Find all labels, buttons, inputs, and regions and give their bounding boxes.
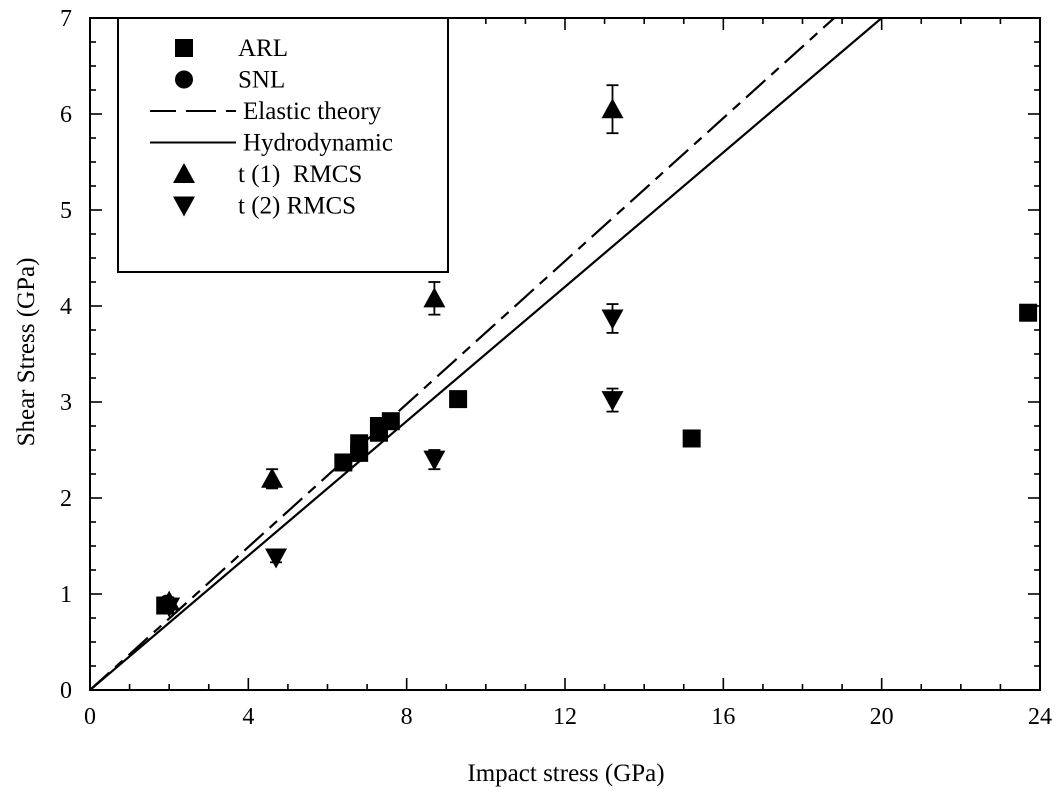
- y-tick-label: 7: [60, 6, 72, 32]
- y-axis-title: Shear Stress (GPa): [13, 258, 40, 447]
- x-tick-label: 4: [242, 704, 254, 730]
- legend-label-t-1-rmcs: t (1) RMCS: [238, 161, 362, 188]
- legend-item-t-1-rmcs: t (1) RMCS: [173, 161, 362, 188]
- y-tick-label: 3: [60, 390, 72, 416]
- x-tick-label: 16: [711, 704, 735, 730]
- legend-item-t-2-rmcs: t (2) RMCS: [173, 193, 356, 220]
- legend-swatch-snl: [175, 70, 193, 89]
- x-tick-label: 12: [553, 704, 577, 730]
- legend-swatch-arl: [175, 39, 193, 57]
- arl-point: [1019, 303, 1038, 322]
- y-tick-label: 6: [60, 102, 72, 128]
- x-axis: 0 4 8 12 16 20 24: [84, 18, 1052, 730]
- x-axis-title: Impact stress (GPa): [467, 760, 664, 787]
- legend-item-snl: SNL: [175, 67, 285, 94]
- series-elastic-theory: [90, 18, 835, 690]
- y-tick-label: 1: [60, 582, 72, 608]
- series-hydrodynamic: [90, 18, 883, 690]
- hydrodynamic-line: [90, 18, 883, 690]
- y-tick-label: 2: [60, 486, 72, 512]
- t-1-rmcs-point: [423, 287, 446, 308]
- y-axis: 0 1 2 3 4 5 6 7: [60, 6, 1040, 704]
- elastic-theory-line: [90, 18, 835, 690]
- arl-point: [449, 390, 468, 409]
- legend-swatch-t-2-rmcs: [173, 196, 195, 217]
- legend-item-elastic-theory: Elastic theory: [150, 98, 382, 125]
- arl-point: [682, 429, 701, 448]
- y-tick-label: 4: [60, 294, 72, 320]
- t-2-rmcs-point: [601, 391, 624, 412]
- t-1-rmcs-point: [601, 98, 624, 119]
- legend: ARL SNL Elastic theory Hydrodynamic t (1) RM…: [117, 17, 449, 273]
- t-2-rmcs-point: [158, 597, 181, 618]
- t-1-rmcs-point: [261, 467, 284, 488]
- arl-point: [350, 434, 369, 453]
- legend-label-snl: SNL: [238, 67, 285, 94]
- legend-item-arl: ARL: [175, 35, 288, 62]
- t-2-rmcs-point: [423, 450, 446, 471]
- series-t-2-rmcs: [158, 303, 624, 618]
- legend-label-hydrodynamic: Hydrodynamic: [243, 130, 393, 157]
- t-2-rmcs-point: [601, 309, 624, 330]
- x-tick-label: 20: [870, 704, 894, 730]
- y-tick-label: 5: [60, 198, 72, 224]
- legend-label-t-2-rmcs: t (2) RMCS: [238, 193, 356, 220]
- legend-item-hydrodynamic: Hydrodynamic: [150, 130, 393, 157]
- legend-label-elastic-theory: Elastic theory: [243, 98, 382, 125]
- t-2-rmcs-point: [265, 548, 288, 569]
- series-arl: [156, 303, 1038, 615]
- x-tick-label: 0: [84, 704, 96, 730]
- legend-box: [117, 17, 449, 273]
- legend-label-arl: ARL: [238, 35, 288, 62]
- x-tick-label: 24: [1028, 704, 1052, 730]
- arl-point: [381, 412, 400, 431]
- legend-swatch-t-1-rmcs: [173, 163, 195, 183]
- x-tick-label: 8: [401, 704, 413, 730]
- y-tick-label: 0: [60, 678, 72, 704]
